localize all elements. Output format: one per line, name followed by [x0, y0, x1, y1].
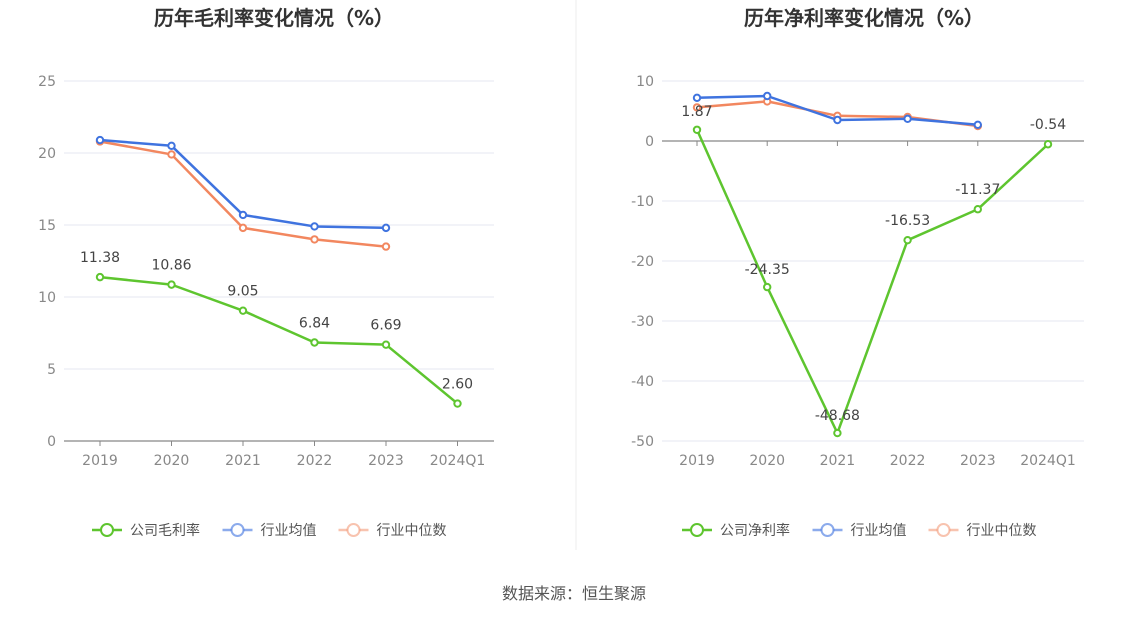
y-tick-label: 5: [47, 362, 56, 378]
y-tick-label: -50: [631, 434, 654, 450]
avg-data-point: [763, 91, 772, 101]
data-label: 9.05: [227, 284, 258, 300]
data-label: 2.60: [442, 377, 473, 393]
legend-marker-avg: [230, 523, 245, 537]
x-tick-label: 2023: [368, 453, 404, 469]
legend-marker-company: [100, 523, 114, 537]
x-tick-label: 2022: [297, 453, 333, 469]
avg-data-point: [381, 223, 391, 233]
company-data-point: [167, 280, 176, 289]
data-source-note: 数据来源：恒生聚源: [501, 584, 646, 603]
company-data-point: [381, 340, 391, 349]
avg-data-point: [310, 222, 319, 231]
legend-marker-median: [936, 523, 951, 537]
chart-title: 历年净利率变化情况（%）: [744, 6, 984, 30]
data-label: 6.84: [299, 316, 330, 332]
legend-label-company: 公司净利率: [720, 522, 790, 539]
net-margin-chart: 历年净利率变化情况（%） -50 -40 -30 -20 -10 0 10 2019 2020 2…: [631, 6, 1084, 539]
y-tick-label: 10: [636, 74, 654, 90]
x-tick-label: 2023: [960, 453, 996, 469]
company-data-point: [310, 338, 319, 347]
x-tick-label: 2021: [820, 453, 856, 469]
data-label: -48.68: [815, 408, 860, 424]
data-label: 1.87: [681, 104, 712, 120]
data-label: -11.37: [955, 182, 1000, 198]
chart-title: 历年毛利率变化情况（%）: [154, 6, 394, 30]
median-data-point: [310, 235, 319, 244]
company-data-point: [453, 399, 462, 408]
data-label: -16.53: [885, 213, 930, 229]
x-tick-label: 2019: [82, 453, 118, 469]
y-tick-label: -10: [631, 194, 654, 210]
y-tick-label: -30: [631, 314, 654, 330]
x-tick-label: 2019: [679, 453, 715, 469]
median-data-point: [381, 242, 391, 251]
legend-label-median: 行业中位数: [967, 523, 1037, 539]
y-tick-label: -20: [631, 254, 654, 270]
x-tick-label: 2024Q1: [1020, 453, 1076, 469]
data-label: -0.54: [1030, 117, 1066, 133]
legend-label-median: 行业中位数: [377, 523, 447, 539]
avg-data-point: [95, 135, 105, 145]
legend: 公司毛利率 行业均值 行业中位数: [92, 522, 447, 539]
company-data-point: [903, 235, 912, 245]
avg-data-point: [903, 114, 912, 124]
legend-marker-median: [346, 523, 361, 537]
data-label: 6.69: [370, 318, 401, 334]
company-data-point: [1043, 140, 1053, 149]
data-label: -24.35: [745, 262, 790, 278]
company-data-point: [833, 428, 842, 438]
x-tick-label: 2020: [749, 453, 785, 469]
chart-canvas: 历年毛利率变化情况（%） 0 5 10 15 20 25 2019 2020 2021 2022 2…: [38, 0, 1084, 550]
company-data-point: [973, 205, 982, 214]
y-tick-label: 0: [47, 434, 56, 450]
avg-data-point: [692, 93, 702, 103]
y-tick-label: 0: [645, 134, 654, 150]
legend-label-company: 公司毛利率: [130, 522, 200, 539]
median-data-point: [692, 103, 702, 112]
legend-label-avg: 行业均值: [261, 523, 317, 539]
company-series-line: [695, 129, 1049, 435]
y-tick-label: 20: [38, 146, 56, 162]
avg-data-point: [973, 120, 982, 130]
x-tick-label: 2022: [890, 453, 926, 469]
data-label: 10.86: [151, 258, 191, 274]
legend-marker-company: [690, 523, 704, 537]
x-tick-label: 2021: [225, 453, 261, 469]
y-tick-label: -40: [631, 374, 654, 390]
company-data-point: [763, 282, 772, 292]
x-tick-label: 2024Q1: [430, 453, 486, 469]
avg-data-point: [238, 210, 248, 220]
company-data-point: [95, 272, 105, 282]
gross-margin-chart: 历年毛利率变化情况（%） 0 5 10 15 20 25 2019 2020 2021 2022 2…: [38, 6, 494, 539]
company-series-line: [99, 275, 459, 405]
company-data-point: [238, 306, 248, 315]
company-data-point: [692, 125, 702, 134]
median-data-point: [167, 150, 176, 159]
x-tick-label: 2020: [154, 453, 190, 469]
avg-data-point: [833, 115, 842, 125]
legend-marker-avg: [820, 523, 835, 537]
legend-label-avg: 行业均值: [851, 523, 907, 539]
median-data-point: [238, 223, 248, 233]
y-tick-label: 25: [38, 74, 56, 90]
data-label: 11.38: [80, 250, 120, 266]
legend: 公司净利率 行业均值 行业中位数: [682, 522, 1037, 539]
avg-data-point: [167, 141, 176, 151]
y-tick-label: 15: [38, 218, 56, 234]
y-tick-label: 10: [38, 290, 56, 306]
